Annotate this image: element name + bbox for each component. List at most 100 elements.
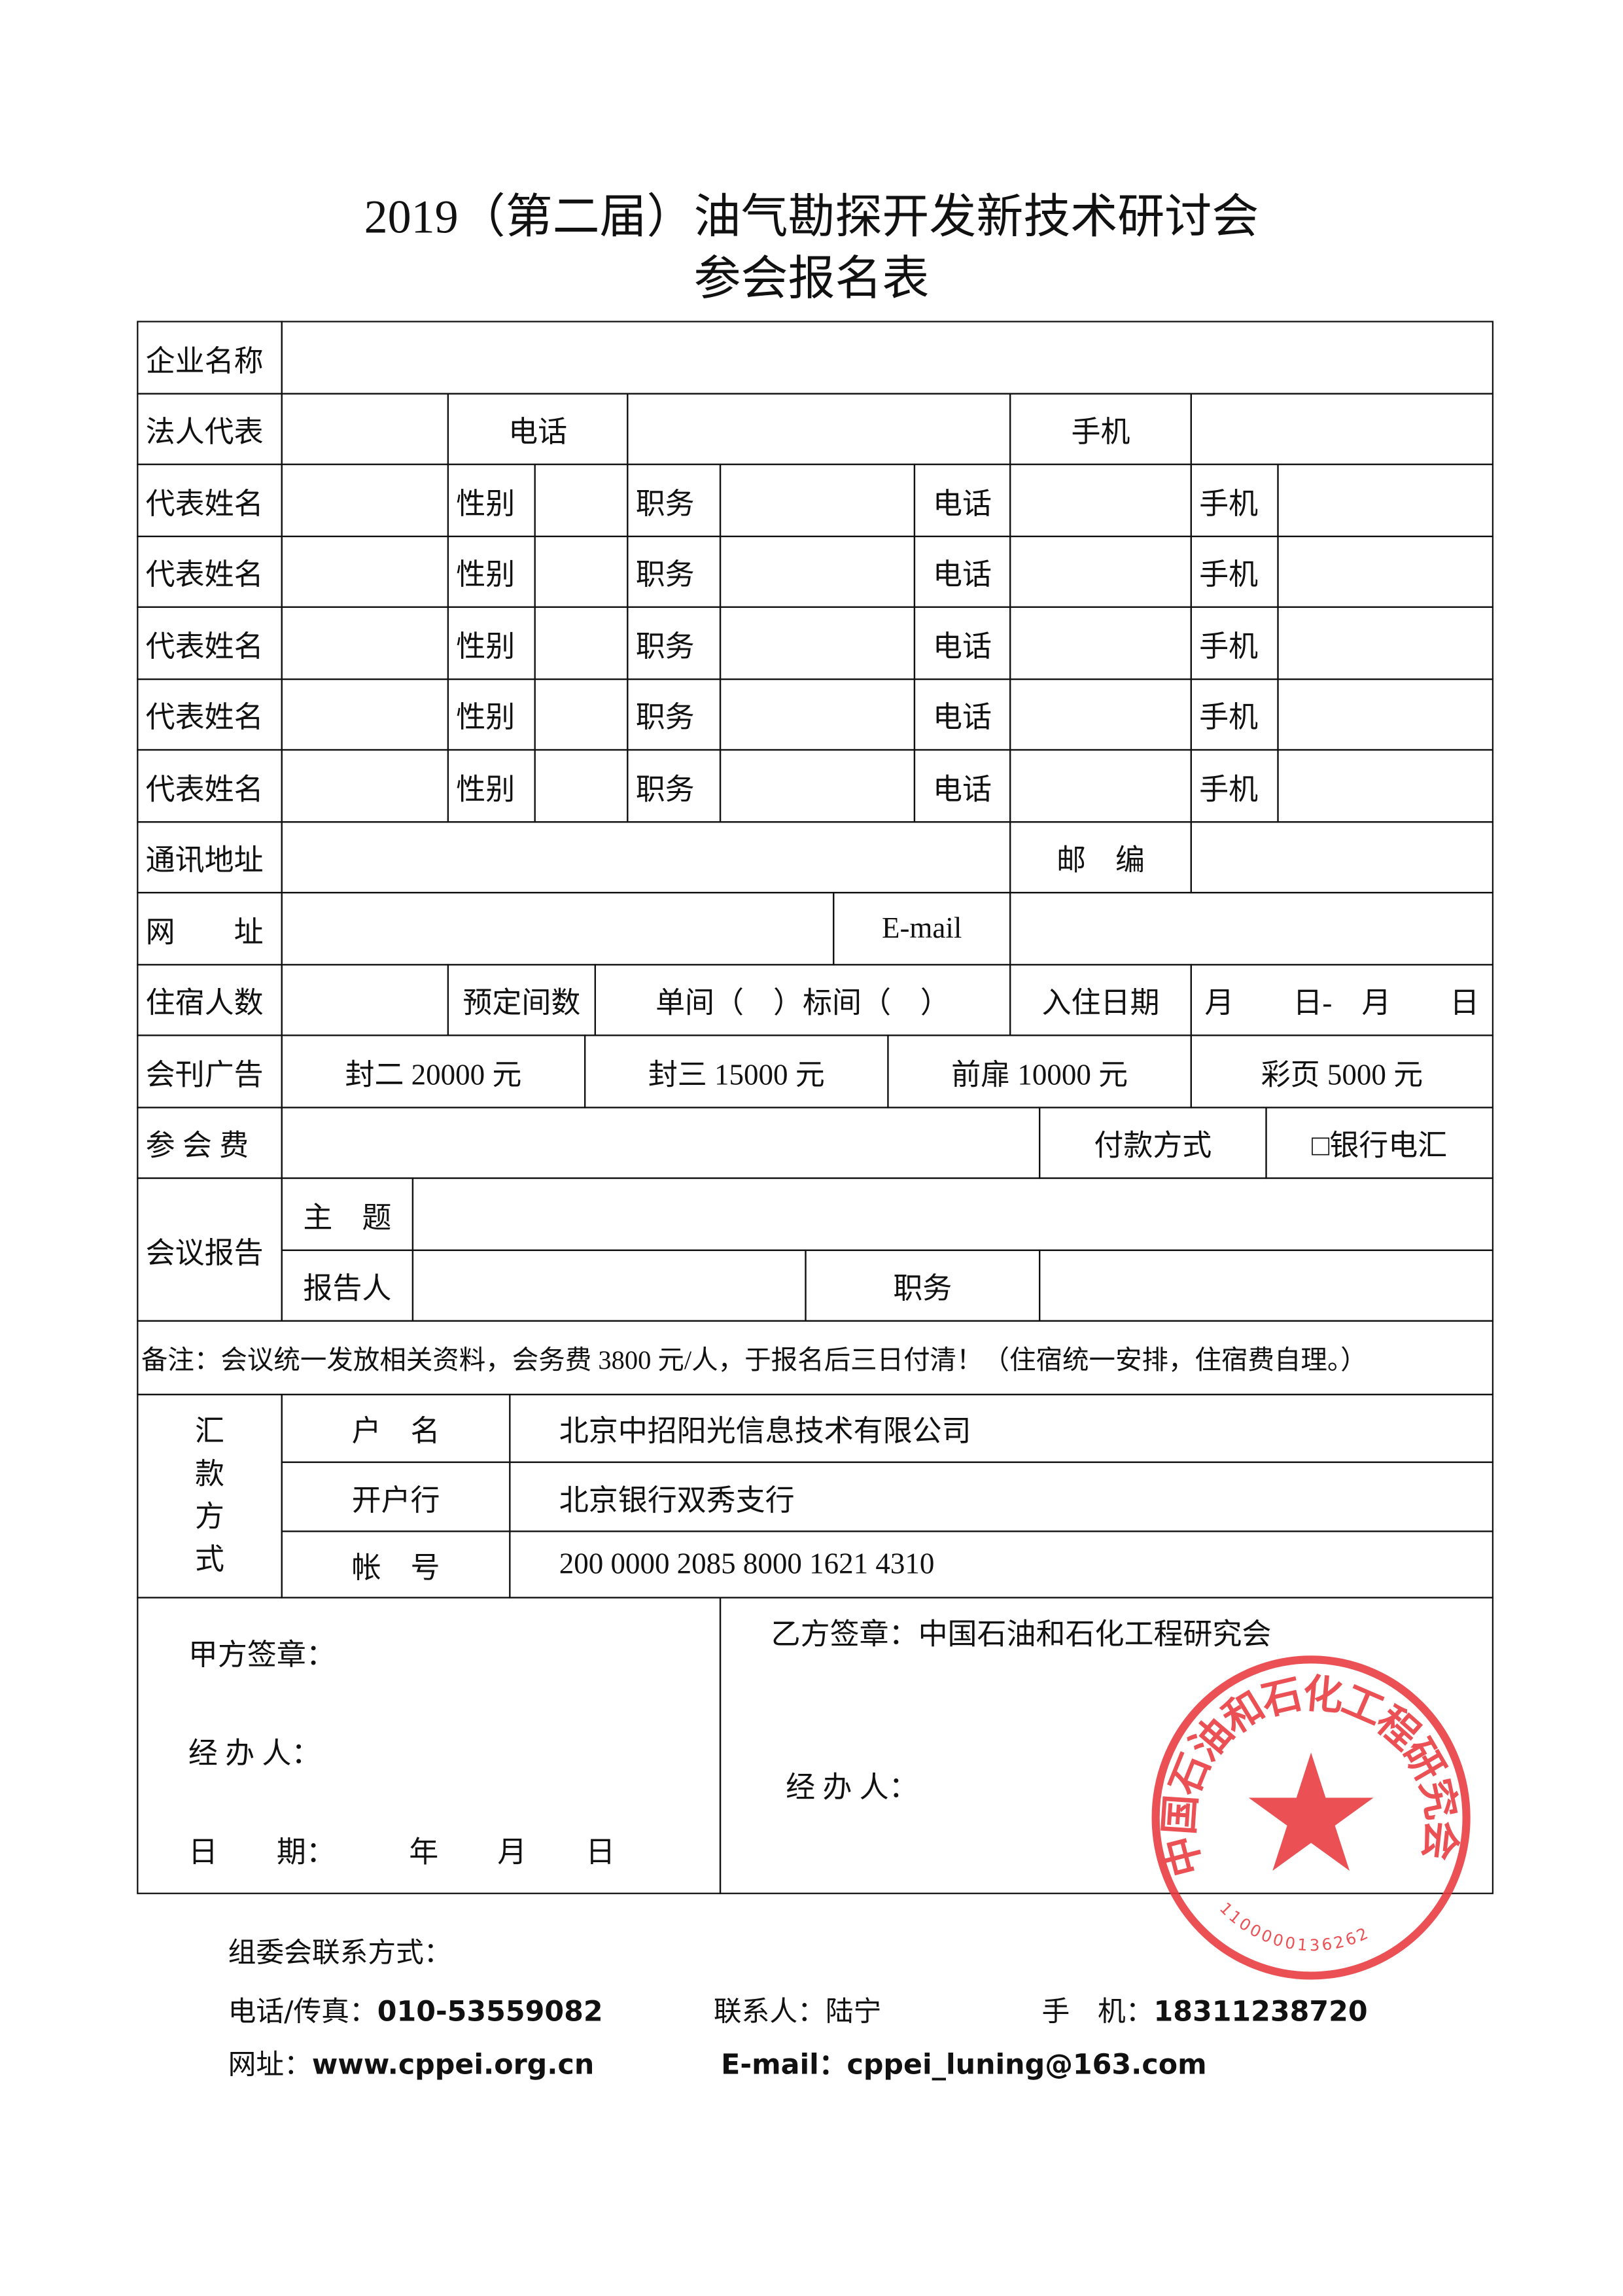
postcode-field[interactable]: [1190, 821, 1494, 894]
ad-option[interactable]: 封二 20000 元: [281, 1034, 586, 1108]
contact-mobile: 手 机：18311238720: [1042, 1990, 1368, 2030]
email-field[interactable]: [1009, 892, 1494, 966]
stamp-ring: [1151, 1655, 1471, 1980]
rep-position-field[interactable]: [719, 678, 916, 751]
postcode-label: 邮 编: [1009, 821, 1192, 894]
rep-position-label: 职务: [627, 678, 722, 751]
rep-phone-label: 电话: [913, 463, 1011, 537]
payment-label: 付款方式: [1039, 1106, 1267, 1179]
company-field[interactable]: [281, 321, 1494, 395]
legal-rep-phone-field[interactable]: [627, 393, 1011, 465]
rep-mobile-label: 手机: [1190, 749, 1279, 823]
fee-label: 参 会 费: [137, 1106, 283, 1179]
rep-position-label: 职务: [627, 463, 722, 537]
rep-gender-field[interactable]: [534, 678, 629, 751]
rep-gender-label: 性别: [447, 606, 536, 680]
phone-label: 电话/传真：: [228, 1996, 377, 2028]
contact-phone: 电话/传真：010-53559082: [228, 1990, 603, 2030]
rep-name-label: 代表姓名: [137, 678, 283, 751]
bank-transfer-checkbox[interactable]: □银行电汇: [1265, 1106, 1494, 1179]
rep-position-field[interactable]: [719, 535, 916, 608]
reporter-field[interactable]: [411, 1249, 807, 1322]
web-link[interactable]: www.cppei.org.cn: [311, 2049, 595, 2081]
contact-heading: 组委会联系方式：: [228, 1937, 452, 1969]
rep-phone-field[interactable]: [1009, 678, 1192, 751]
rep-name-field[interactable]: [281, 606, 449, 680]
ad-option[interactable]: 彩页 5000 元: [1190, 1034, 1494, 1108]
rep-name-field[interactable]: [281, 463, 449, 537]
rep-gender-label: 性别: [447, 749, 536, 823]
form-subtitle: 参会报名表: [693, 251, 930, 305]
website-field[interactable]: [281, 892, 835, 966]
rep-phone-field[interactable]: [1009, 535, 1192, 608]
ads-label: 会刊广告: [137, 1034, 283, 1108]
legal-rep-mobile-field[interactable]: [1190, 393, 1494, 465]
ad-option[interactable]: 封三 15000 元: [584, 1034, 889, 1108]
account-number-label: 帐 号: [281, 1530, 511, 1598]
rep-mobile-label: 手机: [1190, 678, 1279, 751]
rep-position-field[interactable]: [719, 463, 916, 537]
rep-gender-field[interactable]: [534, 463, 629, 537]
rep-gender-label: 性别: [447, 463, 536, 537]
email-label: E-mail：: [721, 2049, 847, 2081]
legal-rep-phone-label: 电话: [447, 393, 629, 465]
rep-mobile-field[interactable]: [1277, 463, 1494, 537]
ad-option[interactable]: 前扉 10000 元: [887, 1034, 1192, 1108]
rep-phone-field[interactable]: [1009, 606, 1192, 680]
rep-gender-field[interactable]: [534, 535, 629, 608]
rep-gender-field[interactable]: [534, 749, 629, 823]
remit-label: 汇款方式: [137, 1394, 283, 1598]
account-name-value: 北京中招阳光信息技术有限公司: [509, 1394, 1494, 1463]
phone-value: 010-53559082: [377, 1996, 603, 2028]
rep-name-field[interactable]: [281, 535, 449, 608]
rep-phone-label: 电话: [913, 535, 1011, 608]
form-title: 2019（第二届）油气勘探开发新技术研讨会: [364, 190, 1259, 243]
party-a-handler-label: 经 办 人：: [188, 1738, 321, 1771]
rep-phone-label: 电话: [913, 606, 1011, 680]
reporter-label: 报告人: [281, 1249, 414, 1322]
rep-gender-field[interactable]: [534, 606, 629, 680]
rep-mobile-field[interactable]: [1277, 535, 1494, 608]
legal-rep-field[interactable]: [281, 393, 449, 465]
rep-phone-label: 电话: [913, 678, 1011, 751]
party-a-label: 甲方签章：: [188, 1639, 336, 1672]
official-stamp: 中国石油和石化工程研究会 1100000136262: [1151, 1655, 1471, 1980]
stamp-number: 1100000136262: [1216, 1898, 1373, 1954]
party-b-label: 乙方签章：中国石油和石化工程研究会: [771, 1619, 1272, 1651]
rep-position-field[interactable]: [719, 606, 916, 680]
topic-field[interactable]: [411, 1177, 1494, 1251]
mobile-label: 手 机：: [1041, 1996, 1154, 2028]
legal-rep-label: 法人代表: [137, 393, 283, 465]
rep-name-label: 代表姓名: [137, 749, 283, 823]
account-number-value: 200 0000 2085 8000 1621 4310: [509, 1530, 1494, 1598]
rep-name-field[interactable]: [281, 678, 449, 751]
address-field[interactable]: [281, 821, 1011, 894]
rep-gender-label: 性别: [447, 535, 536, 608]
report-label: 会议报告: [137, 1177, 283, 1322]
room-type-field[interactable]: 单间（ ）标间（ ）: [594, 964, 1011, 1036]
rep-mobile-field[interactable]: [1277, 749, 1494, 823]
party-b-handler-label: 经 办 人：: [786, 1772, 918, 1805]
rep-phone-field[interactable]: [1009, 463, 1192, 537]
rep-phone-field[interactable]: [1009, 749, 1192, 823]
rooms-label: 预定间数: [447, 964, 596, 1036]
rep-mobile-label: 手机: [1190, 535, 1279, 608]
reporter-position-field[interactable]: [1039, 1249, 1494, 1322]
account-name-label: 户 名: [281, 1394, 511, 1463]
rep-name-label: 代表姓名: [137, 463, 283, 537]
legal-rep-mobile-label: 手机: [1009, 393, 1192, 465]
mobile-value: 18311238720: [1153, 1996, 1368, 2028]
rep-gender-label: 性别: [447, 678, 536, 751]
rep-mobile-field[interactable]: [1277, 678, 1494, 751]
checkin-date-field[interactable]: 月 日- 月 日: [1190, 964, 1494, 1036]
email-link[interactable]: cppei_luning@163.com: [846, 2049, 1207, 2081]
rep-name-field[interactable]: [281, 749, 449, 823]
rep-mobile-field[interactable]: [1277, 606, 1494, 680]
bank-label: 开户行: [281, 1461, 511, 1532]
lodging-count-field[interactable]: [281, 964, 449, 1036]
party-a-date-label: 日 期： 年 月 日: [188, 1837, 616, 1869]
fee-field[interactable]: [281, 1106, 1041, 1179]
rep-position-field[interactable]: [719, 749, 916, 823]
bank-value: 北京银行双秀支行: [509, 1461, 1494, 1532]
